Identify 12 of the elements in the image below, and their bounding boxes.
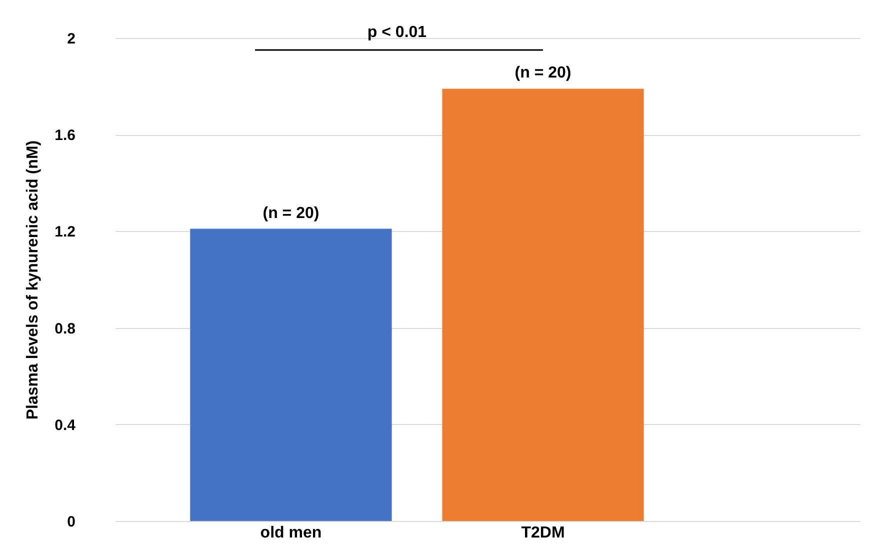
y-axis-title: Plasma levels of kynurenic acid (nM) bbox=[24, 140, 42, 420]
y-tick-label: 2 bbox=[67, 30, 76, 48]
y-tick-label: 0.4 bbox=[54, 416, 76, 434]
annotation: (n = 20) bbox=[262, 204, 320, 222]
annotation: p < 0.01 bbox=[367, 24, 427, 41]
annotation: (n = 20) bbox=[514, 64, 572, 82]
y-tick-label: 0.8 bbox=[54, 320, 76, 338]
x-tick-label: old men bbox=[260, 524, 322, 542]
y-tick-label: 1.2 bbox=[54, 224, 76, 241]
x-tick-label: T2DM bbox=[521, 524, 565, 542]
y-tick-label: 0 bbox=[67, 514, 76, 530]
y-tick-label: 1.6 bbox=[54, 127, 76, 144]
